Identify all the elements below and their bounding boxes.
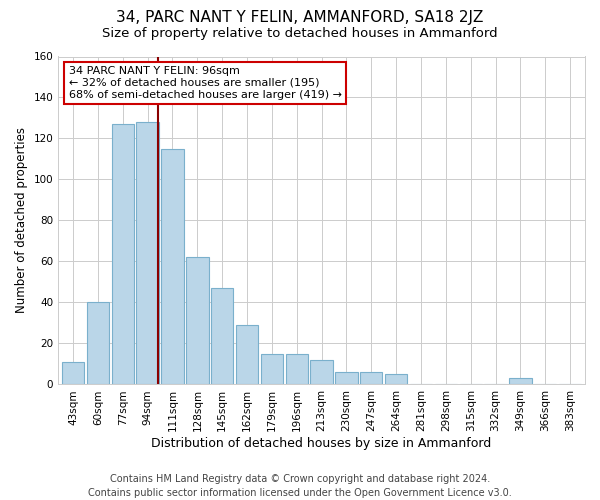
Bar: [112, 124, 134, 384]
Bar: [62, 362, 84, 384]
X-axis label: Distribution of detached houses by size in Ammanford: Distribution of detached houses by size …: [151, 437, 492, 450]
Bar: [509, 378, 532, 384]
Bar: [136, 122, 159, 384]
Bar: [310, 360, 333, 384]
Text: Size of property relative to detached houses in Ammanford: Size of property relative to detached ho…: [102, 28, 498, 40]
Text: Contains HM Land Registry data © Crown copyright and database right 2024.
Contai: Contains HM Land Registry data © Crown c…: [88, 474, 512, 498]
Bar: [360, 372, 382, 384]
Text: 34 PARC NANT Y FELIN: 96sqm
← 32% of detached houses are smaller (195)
68% of se: 34 PARC NANT Y FELIN: 96sqm ← 32% of det…: [69, 66, 342, 100]
Y-axis label: Number of detached properties: Number of detached properties: [15, 128, 28, 314]
Bar: [236, 325, 258, 384]
Bar: [186, 258, 209, 384]
Bar: [161, 148, 184, 384]
Bar: [335, 372, 358, 384]
Bar: [286, 354, 308, 384]
Bar: [87, 302, 109, 384]
Bar: [260, 354, 283, 384]
Text: 34, PARC NANT Y FELIN, AMMANFORD, SA18 2JZ: 34, PARC NANT Y FELIN, AMMANFORD, SA18 2…: [116, 10, 484, 25]
Bar: [385, 374, 407, 384]
Bar: [211, 288, 233, 384]
